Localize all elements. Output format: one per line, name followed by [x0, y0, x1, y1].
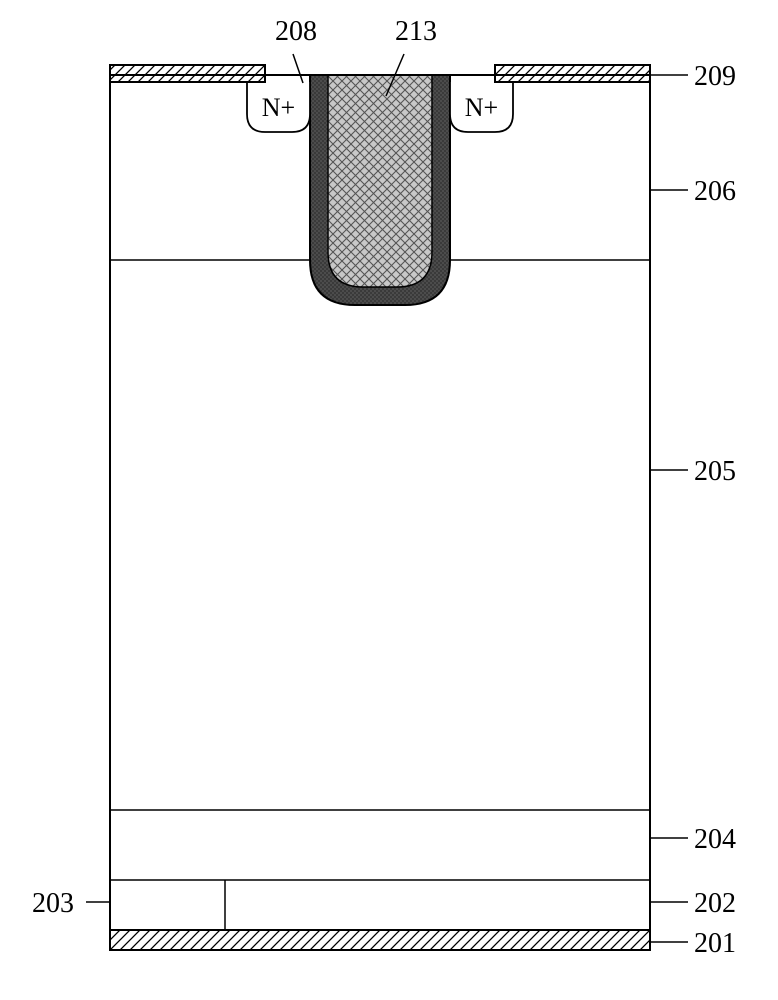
nplus-label-right: N+: [465, 93, 498, 122]
callout-206: 206: [694, 176, 736, 207]
callout-205: 205: [694, 456, 736, 487]
callout-203: 203: [32, 888, 74, 919]
cross-section-svg: N+ N+ 208 213 209 206 205 204 202 201 203: [0, 0, 778, 1000]
callout-201: 201: [694, 928, 736, 959]
callout-209: 209: [694, 61, 736, 92]
callout-208: 208: [275, 16, 317, 47]
nplus-label-left: N+: [262, 93, 295, 122]
gate-poly: [328, 75, 432, 287]
callout-202: 202: [694, 888, 736, 919]
diagram-canvas: N+ N+ 208 213 209 206 205 204 202 201 203: [0, 0, 778, 1000]
leader-208: [293, 54, 303, 83]
callout-204: 204: [694, 824, 736, 855]
callout-213: 213: [395, 16, 437, 47]
